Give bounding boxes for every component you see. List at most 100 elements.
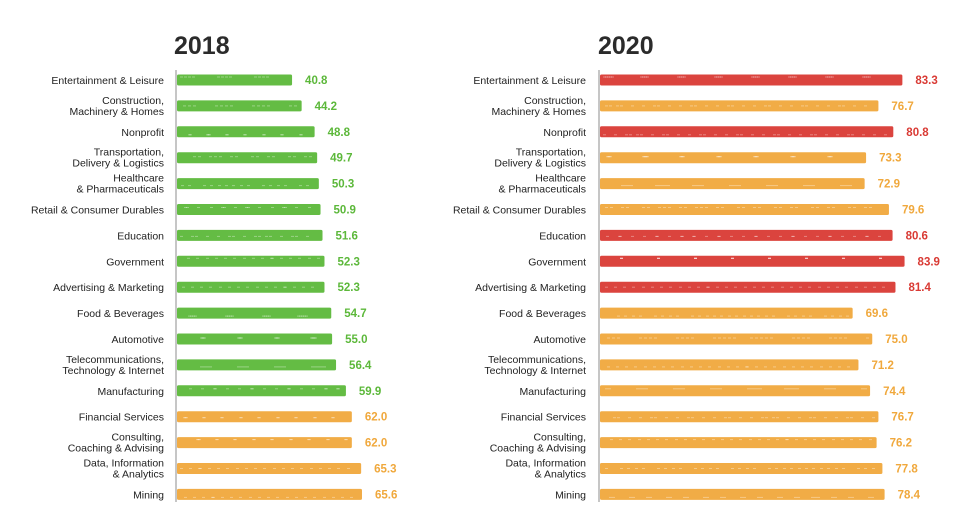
bar-texture [660,286,663,288]
bar-texture [829,76,832,78]
bar-texture [746,468,749,469]
bar-texture [623,286,626,288]
bar-texture [620,257,623,259]
value-label: 52.3 [337,282,359,294]
bar-texture [768,468,771,469]
bar-texture [300,468,303,469]
bar-texture [812,185,815,187]
bar-texture [755,235,758,237]
bar-texture [784,388,787,390]
bar-texture [740,134,743,136]
bar-texture [306,235,309,237]
bar-texture [713,337,716,339]
bar-texture [695,207,698,208]
bar-texture [331,417,334,419]
bar-texture [788,76,791,78]
bar-texture [345,439,348,441]
bar-texture [313,496,316,498]
bar-texture [643,156,646,158]
bar-texture [758,207,761,208]
bar-texture [805,257,808,259]
bar-texture [200,337,203,339]
bar-texture [608,388,611,390]
bar-texture [833,388,836,390]
bar-texture [639,388,642,390]
bar-texture [804,439,807,441]
bar-texture [189,134,192,136]
bar-texture [679,388,682,390]
bar-texture [767,439,770,441]
bar-texture [687,417,690,419]
bar-texture [215,439,218,441]
bar-texture [262,76,265,78]
bar-texture [217,76,220,78]
bar-texture [831,496,834,498]
bar-texture [653,366,656,368]
category-label: Retail & Consumer Durables [31,205,164,217]
bar-texture [196,439,199,441]
bar-texture [324,388,327,390]
bar-texture [790,156,793,158]
bar-texture [654,417,657,419]
bar-0-0 [177,74,293,86]
bar-texture [705,105,708,107]
bar-1-1 [600,100,879,112]
bar-texture [799,134,802,136]
bar-texture [667,185,670,187]
bar-texture [825,134,828,136]
bar-texture [240,185,243,187]
bar-0-5 [177,204,321,215]
bar-texture [682,156,685,158]
value-label: 78.4 [898,489,921,501]
bar-texture [694,257,697,259]
bar-texture [739,417,742,419]
bar-texture [757,315,760,317]
bar-texture [853,207,856,208]
bar-texture [831,315,834,317]
category-label: Entertainment & Leisure [51,75,164,87]
bar-texture [807,337,810,339]
bar-texture [230,156,233,158]
bar-texture [277,417,280,419]
bar-texture [727,366,730,368]
bar-texture [739,439,742,441]
bar-texture [808,286,811,288]
bar-texture [718,76,721,78]
value-label: 83.9 [918,256,940,268]
bar-texture [690,366,693,368]
bar-texture [721,439,724,441]
bar-texture [270,439,273,441]
bar-texture [181,185,184,187]
bar-texture [795,207,798,208]
bar-texture [263,468,266,469]
bar-texture [701,468,704,469]
bar-texture [189,388,192,390]
bar-texture [283,366,286,368]
bar-texture [679,286,682,288]
bar-texture [794,315,797,317]
bar-texture [873,134,876,136]
bar-texture [201,388,204,390]
bar-texture [221,76,224,78]
category-label: Mining [555,489,586,501]
bar-texture [768,257,771,259]
bar-texture [654,337,657,339]
bar-texture [246,286,249,288]
bar-texture [749,439,752,441]
bar-texture [605,388,608,390]
bar-texture [198,439,201,441]
category-label: Government [528,256,586,268]
value-label: 44.2 [315,101,337,113]
bar-texture [341,496,344,498]
bar-texture [820,468,823,469]
bar-texture [851,134,854,136]
bar-texture [760,496,763,498]
bar-texture [779,105,782,107]
category-label: Transportation, Delivery & Logistics [494,147,586,170]
bar-texture [757,496,760,498]
bar-texture [811,496,814,498]
bar-texture [236,468,239,469]
bar-texture [830,156,833,158]
bar-texture [244,134,247,136]
bar-1-3 [600,152,867,164]
